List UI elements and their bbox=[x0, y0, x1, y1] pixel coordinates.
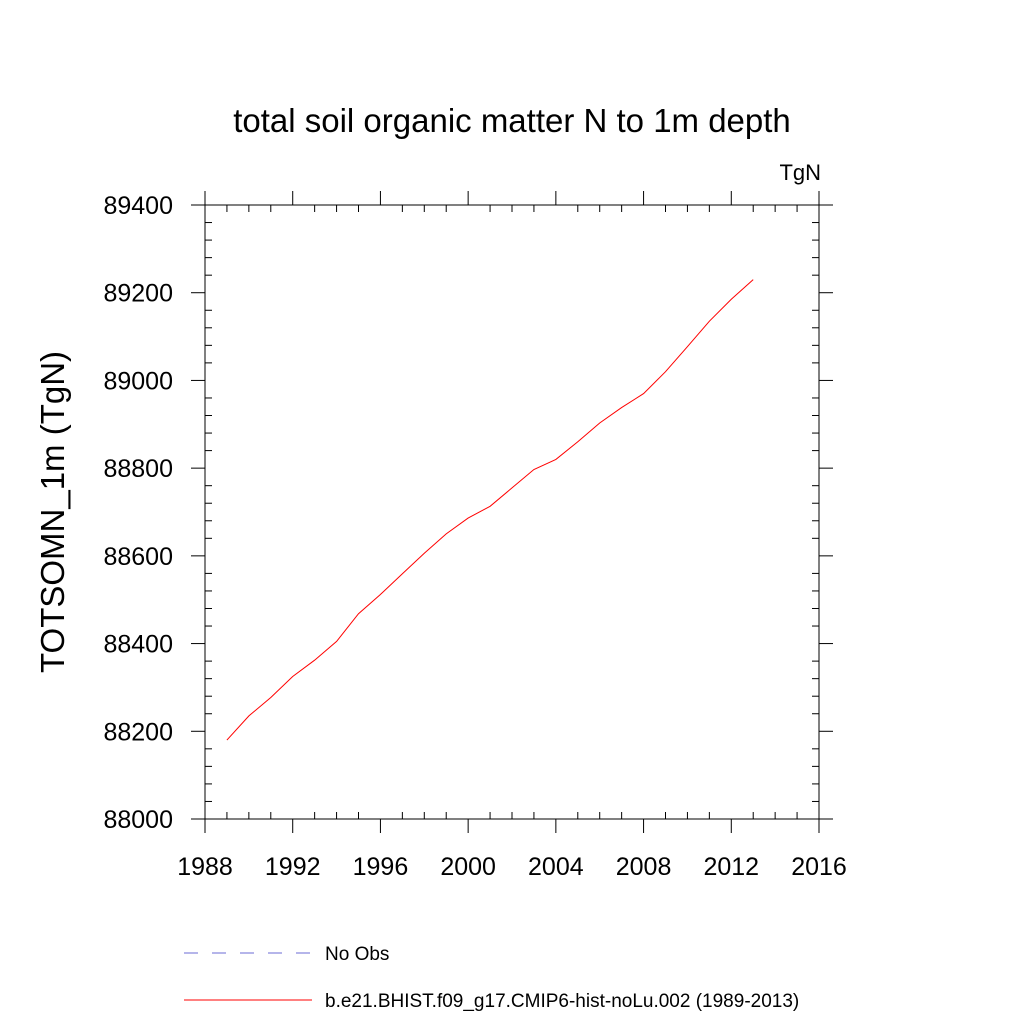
x-tick-label: 1988 bbox=[177, 853, 233, 881]
series-group bbox=[226, 279, 754, 741]
legend-label: No Obs bbox=[325, 944, 389, 965]
tick-labels: 1988 1992 1996 2000 2004 2008 2012 2016 88000 882… bbox=[103, 192, 846, 881]
x-tick-label: 2016 bbox=[791, 853, 847, 881]
y-tick-label: 88000 bbox=[103, 806, 173, 834]
plot-area-frame bbox=[204, 204, 820, 820]
y-tick-label: 89000 bbox=[103, 367, 173, 395]
series-line bbox=[226, 279, 754, 741]
y-tick-label: 88400 bbox=[103, 631, 173, 659]
x-tick-label: 1992 bbox=[265, 853, 321, 881]
y-tick-label: 88200 bbox=[103, 718, 173, 746]
y-tick-label: 89400 bbox=[103, 192, 173, 220]
x-tick-label: 2012 bbox=[703, 853, 759, 881]
y-tick-label: 88600 bbox=[103, 543, 173, 571]
x-tick-label: 1996 bbox=[353, 853, 409, 881]
axis-ticks bbox=[191, 191, 833, 833]
x-tick-label: 2008 bbox=[616, 853, 672, 881]
y-axis-label: TOTSOMN_1m (TgN) bbox=[34, 351, 71, 673]
y-tick-label: 89200 bbox=[103, 280, 173, 308]
y-tick-label: 88800 bbox=[103, 455, 173, 483]
legend: No Obs b.e21.BHIST.f09_g17.CMIP6-hist-noL… bbox=[184, 944, 799, 1012]
units-label: TgN bbox=[779, 160, 821, 185]
x-tick-label: 2004 bbox=[528, 853, 584, 881]
chart-title: total soil organic matter N to 1m depth bbox=[233, 102, 791, 139]
legend-label: b.e21.BHIST.f09_g17.CMIP6-hist-noLu.002 … bbox=[325, 991, 799, 1012]
x-tick-label: 2000 bbox=[440, 853, 496, 881]
